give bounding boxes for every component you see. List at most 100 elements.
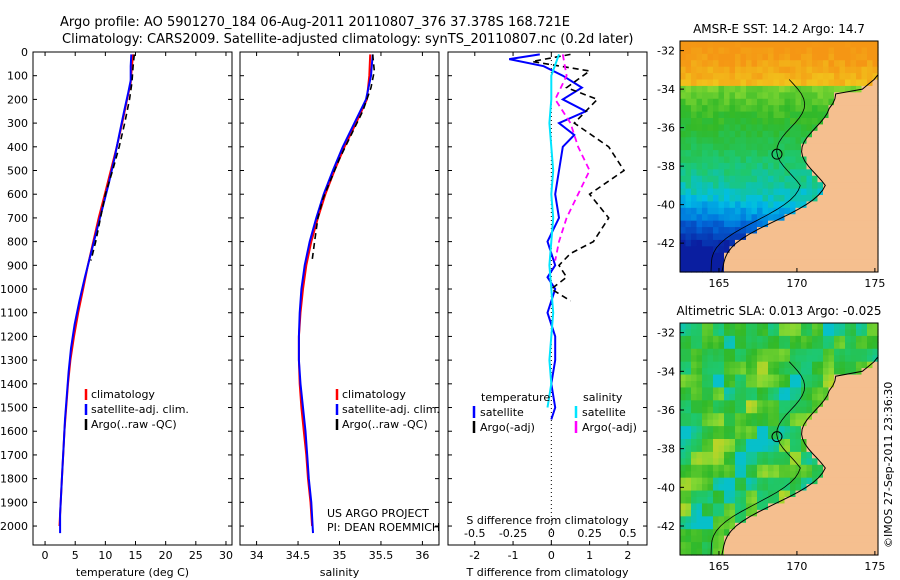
sst_map-cell: [696, 156, 703, 164]
sst_map-cell: [696, 233, 703, 241]
sla_map-depth-contour: [710, 361, 806, 556]
sla_map-cell: [823, 542, 830, 550]
sla_map-cell: [790, 329, 797, 337]
pi-credit: PI: DEAN ROEMMICH: [327, 521, 440, 534]
sst_map-cell: [795, 227, 802, 235]
sla_map-cell: [795, 542, 802, 550]
sla_map-cell: [834, 471, 841, 479]
sst_map-cell: [834, 227, 841, 235]
sla_map-cell: [817, 348, 824, 356]
sla_map-cell: [773, 464, 780, 472]
sla_map-cell: [773, 484, 780, 492]
sla_map-cell: [850, 439, 857, 447]
sla_map-cell: [834, 361, 841, 369]
sla_map-cell: [823, 368, 830, 376]
sst_map-cell: [828, 220, 835, 228]
sla_map-cell: [757, 400, 764, 408]
sla_map-cell: [784, 439, 791, 447]
sst_map-cell: [834, 73, 841, 81]
sla_map-cell: [762, 348, 769, 356]
sla_map-cell: [702, 406, 709, 414]
sst_map-cell: [806, 85, 813, 93]
sla_map-cell: [817, 464, 824, 472]
sla_map-cell: [762, 522, 769, 530]
sst_map-cell: [685, 214, 692, 222]
sst_map-cell: [779, 195, 786, 203]
sla_map-cell: [784, 471, 791, 479]
sst_map-cell: [856, 92, 863, 100]
sst_map-cell: [828, 162, 835, 170]
sla_map-cell: [735, 323, 742, 331]
sst_map-cell: [762, 246, 769, 254]
sla_map-cell: [751, 439, 758, 447]
sst_map-cell: [823, 41, 830, 49]
sla_map-cell: [779, 323, 786, 331]
sst_map-cell: [740, 227, 747, 235]
sst_map-cell: [691, 150, 698, 158]
sla_map-cell: [718, 484, 725, 492]
sla_map-cell: [872, 477, 879, 485]
sst_map-cell: [724, 188, 731, 196]
sla_map-cell: [746, 535, 753, 543]
sst_map-cell: [806, 66, 813, 74]
sla_map-cell: [691, 529, 698, 537]
sst_map-cell: [790, 156, 797, 164]
sla_map-cell: [718, 509, 725, 517]
sla_map-cell: [801, 464, 808, 472]
sst_map-cell: [812, 265, 819, 273]
sla_map-cell: [828, 413, 835, 421]
sla_map-cell: [740, 374, 747, 382]
sla_map-cell: [861, 509, 868, 517]
sla_map-cell: [834, 542, 841, 550]
sst_map-cell: [856, 227, 863, 235]
sla_map-cell: [845, 535, 852, 543]
sla_map-cell: [773, 439, 780, 447]
sla_map-cell: [729, 471, 736, 479]
sla_map-cell: [696, 542, 703, 550]
sla_map-cell: [751, 432, 758, 440]
sst_map-cell: [768, 156, 775, 164]
sla_map-cell: [757, 548, 764, 556]
sst_map-cell: [795, 207, 802, 215]
sst_map-cell: [850, 227, 857, 235]
sla_map-cell: [779, 393, 786, 401]
sst_map-cell: [740, 246, 747, 254]
sst_map-cell: [839, 79, 846, 87]
sst_map-cell: [779, 92, 786, 100]
legend-header-temperature: temperature: [481, 391, 550, 404]
sst_map-cell: [795, 73, 802, 81]
sst_map-cell: [702, 98, 709, 106]
sst_map-cell: [735, 233, 742, 241]
sla_map-cell: [768, 368, 775, 376]
sst_map-cell: [801, 150, 808, 158]
sla_map-cell: [817, 522, 824, 530]
sst_map-cell: [845, 195, 852, 203]
sla_map-cell: [850, 368, 857, 376]
sla_map-cell: [856, 413, 863, 421]
sst_map-cell: [850, 195, 857, 203]
sst_map-cell: [757, 143, 764, 151]
sst_map-cell: [812, 53, 819, 61]
sla_map-cell: [724, 529, 731, 537]
sla_map-cell: [812, 361, 819, 369]
sst_map-cell: [790, 265, 797, 273]
sst_map-cell: [806, 150, 813, 158]
sst_map-cell: [746, 182, 753, 190]
sst_map-cell: [751, 195, 758, 203]
sst_map-cell: [691, 66, 698, 74]
sla_map-cell: [812, 458, 819, 466]
sla_map-cell: [757, 484, 764, 492]
sst_map-cell: [746, 92, 753, 100]
sla_map-cell: [691, 509, 698, 517]
sst_map-cell: [702, 137, 709, 145]
sst_map-cell: [795, 233, 802, 241]
sst_map-cell: [691, 79, 698, 87]
sst_map-cell: [685, 92, 692, 100]
sla_map-cell: [729, 368, 736, 376]
sst_map-cell: [823, 98, 830, 106]
sla_map-cell: [762, 381, 769, 389]
sla_map-cell: [691, 451, 698, 459]
sla_map-cell: [784, 445, 791, 453]
sla_map-cell: [707, 535, 714, 543]
sla_map-cell: [823, 381, 830, 389]
